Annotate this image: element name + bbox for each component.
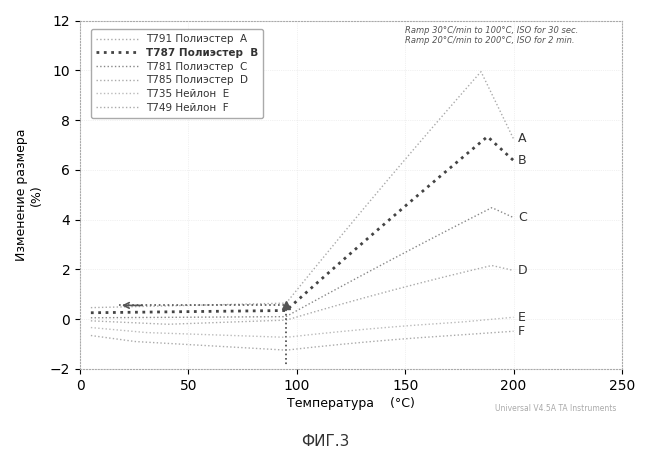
Y-axis label: Изменение размера
(%): Изменение размера (%) bbox=[15, 128, 43, 261]
Text: C: C bbox=[518, 211, 527, 224]
Text: Universal V4.5A TA Instruments: Universal V4.5A TA Instruments bbox=[495, 404, 616, 413]
X-axis label: Температура    (°C): Температура (°C) bbox=[287, 397, 415, 410]
Text: D: D bbox=[518, 264, 527, 277]
Text: B: B bbox=[518, 154, 527, 167]
Text: ФИГ.3: ФИГ.3 bbox=[301, 433, 349, 449]
Text: Ramp 30°C/min to 100°C, ISO for 30 sec.
Ramp 20°C/min to 200°C, ISO for 2 min.: Ramp 30°C/min to 100°C, ISO for 30 sec. … bbox=[405, 26, 578, 45]
Legend: T791 Полиэстер  A, T787 Полиэстер  B, T781 Полиэстер  C, T785 Полиэстер  D, T735: T791 Полиэстер A, T787 Полиэстер B, T781… bbox=[90, 29, 263, 118]
Text: F: F bbox=[518, 325, 525, 338]
Text: E: E bbox=[518, 311, 526, 324]
Text: A: A bbox=[518, 132, 527, 145]
